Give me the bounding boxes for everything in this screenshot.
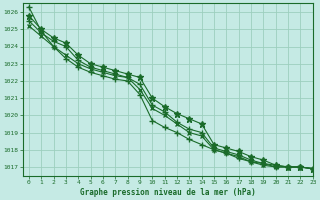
X-axis label: Graphe pression niveau de la mer (hPa): Graphe pression niveau de la mer (hPa)	[80, 188, 256, 197]
